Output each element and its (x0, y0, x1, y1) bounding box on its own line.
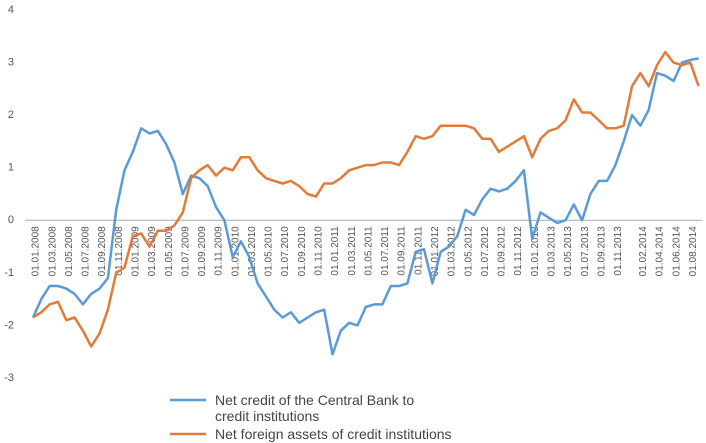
x-tick-label: 01.09.2013 (596, 226, 607, 276)
x-tick-label: 01.01.2011 (330, 226, 341, 276)
y-tick-label: 3 (8, 56, 14, 68)
x-tick-label: 01.05.2008 (64, 226, 75, 276)
series-line (32, 50, 700, 348)
y-tick-label: -3 (4, 372, 14, 384)
x-tick-label: 01.09.2009 (197, 226, 208, 276)
y-tick-label: 1 (8, 162, 14, 174)
y-tick-label: 2 (8, 109, 14, 121)
x-tick-label: 01.05.2011 (363, 226, 374, 276)
x-tick-label: 01.01.2012 (430, 226, 441, 276)
x-tick-label: 01.07.2010 (280, 226, 291, 276)
x-tick-label: 01.01.2013 (530, 226, 541, 276)
y-tick-label: -2 (4, 319, 14, 331)
y-tick-label: 4 (8, 4, 14, 16)
x-tick-label: 01.09.2012 (497, 226, 508, 276)
x-tick-label: 01.02.2014 (638, 226, 649, 276)
x-tick-label: 01.01.2009 (130, 226, 141, 276)
x-tick-label: 01.08.2014 (688, 226, 699, 276)
x-tick-label: 01.11.2008 (114, 226, 125, 276)
series-line (31, 57, 699, 356)
x-tick-label: 01.06.2014 (671, 226, 682, 276)
x-tick-label: 01.07.2013 (580, 226, 591, 276)
y-tick-label: 0 (8, 214, 14, 226)
x-tick-label: 01.09.2011 (397, 226, 408, 276)
y-tick-label: -1 (4, 267, 14, 279)
x-tick-label: 01.03.2009 (147, 226, 158, 276)
x-tick-label: 01.03.2012 (447, 226, 458, 276)
x-tick-label: 01.07.2009 (180, 226, 191, 276)
x-tick-label: 01.07.2011 (380, 226, 391, 276)
x-tick-label: 01.05.2010 (264, 226, 275, 276)
x-tick-label: 01.07.2012 (480, 226, 491, 276)
x-tick-label: 01.11.2012 (513, 226, 524, 276)
x-tick-label: 01.11.2013 (613, 226, 624, 276)
x-tick-label: 01.05.2009 (164, 226, 175, 276)
x-tick-label: 01.05.2012 (463, 226, 474, 276)
x-tick-label: 01.09.2008 (97, 226, 108, 276)
x-tick-label: 01.03.2008 (47, 226, 58, 276)
legend-label: Net credit of the Central Bank to credit… (215, 392, 415, 424)
x-tick-label: 01.11.2010 (314, 226, 325, 276)
x-tick-label: 01.03.2013 (546, 226, 557, 276)
x-tick-label: 01.09.2010 (297, 226, 308, 276)
legend-label: Net foreign assets of credit institution… (215, 426, 452, 442)
x-tick-label: 01.03.2011 (347, 226, 358, 276)
x-tick-label: 01.01.2008 (31, 226, 42, 276)
x-tick-label: 01.11.2009 (214, 226, 225, 276)
x-tick-label: 01.05.2013 (563, 226, 574, 276)
x-tick-label: 01.04.2014 (655, 226, 666, 276)
x-tick-label: 01.03.2010 (247, 226, 258, 276)
x-tick-label: 01.07.2008 (81, 226, 92, 276)
